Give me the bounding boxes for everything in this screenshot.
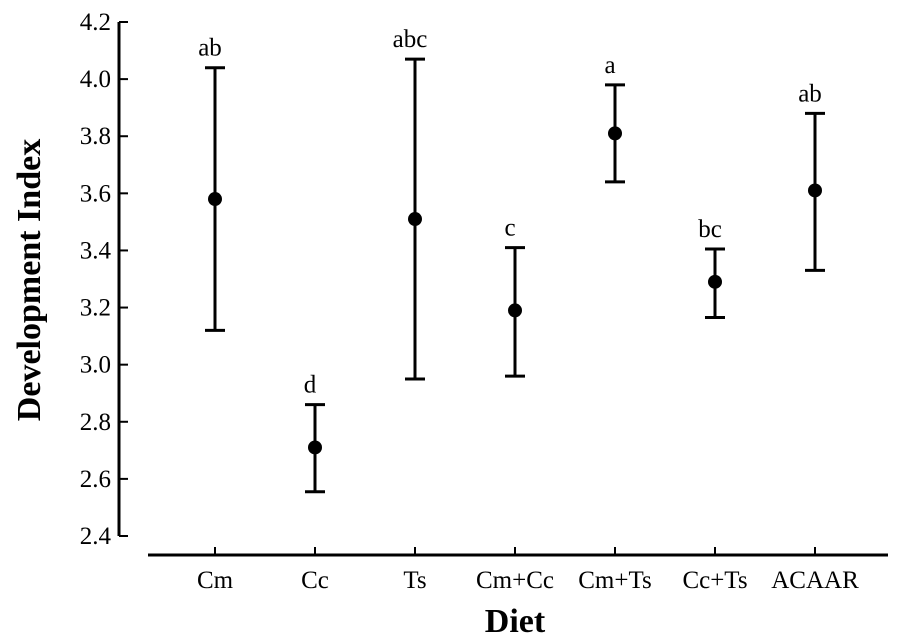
mean-point xyxy=(808,183,822,198)
mean-point xyxy=(508,303,522,318)
y-tick-label: 4.0 xyxy=(80,66,111,93)
significance-label: a xyxy=(604,52,615,79)
y-tick-label: 2.8 xyxy=(80,409,111,436)
y-axis-title: Development Index xyxy=(11,139,48,421)
significance-label: c xyxy=(504,215,515,242)
x-ticks: Cm Cc Ts Cm+Cc Cm+Ts Cc+Ts ACAAR xyxy=(197,547,859,594)
y-tick-label: 2.4 xyxy=(80,523,112,550)
mean-point xyxy=(608,126,622,141)
significance-label: abc xyxy=(393,26,428,53)
x-tick-label: Cm+Cc xyxy=(476,567,554,594)
y-tick-label: 4.2 xyxy=(80,9,111,36)
significance-label: d xyxy=(304,372,317,399)
y-tick-label: 2.6 xyxy=(80,466,111,493)
x-tick-label: Cm xyxy=(197,567,234,594)
x-tick-label: ACAAR xyxy=(771,567,859,594)
y-tick-label: 3.4 xyxy=(80,237,112,264)
x-tick-label: Cm+Ts xyxy=(578,567,651,594)
y-tick-label: 3.6 xyxy=(80,180,111,207)
mean-point xyxy=(708,274,722,289)
mean-point xyxy=(308,440,322,455)
significance-label: bc xyxy=(698,216,722,243)
axes xyxy=(117,22,888,557)
mean-point xyxy=(208,192,222,207)
mean-point xyxy=(408,212,422,227)
x-axis-title: Diet xyxy=(485,603,546,640)
significance-label: ab xyxy=(198,35,222,62)
x-tick-label: Ts xyxy=(403,567,426,594)
y-tick-label: 3.2 xyxy=(80,295,111,322)
y-tick-label: 3.8 xyxy=(80,123,111,150)
y-tick-label: 3.0 xyxy=(80,352,111,379)
y-ticks: 2.4 2.6 2.8 3.0 3.2 3.4 3.6 3.8 4.0 4.2 xyxy=(80,9,128,550)
x-tick-label: Cc xyxy=(301,567,329,594)
significance-label: ab xyxy=(798,80,822,107)
x-tick-label: Cc+Ts xyxy=(682,567,747,594)
